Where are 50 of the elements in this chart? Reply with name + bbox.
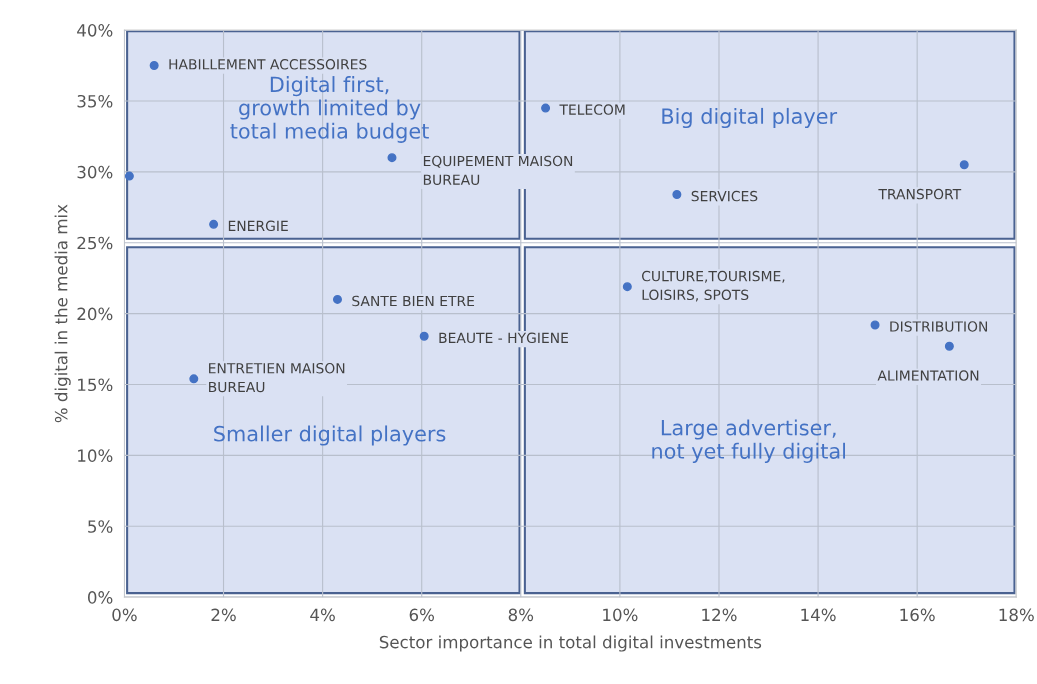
annotation: TELECOM [559,104,625,115]
point [622,282,632,292]
y-tick-label: 25% [77,236,113,250]
point [209,219,219,229]
annotation: DISTRIBUTION [890,321,988,332]
x-tick-label: 4% [310,608,335,622]
point [332,294,342,304]
annotation: SANTE BIEN ETRE [352,295,475,307]
x-tick-label: 10% [603,608,638,622]
annotation: SERVICES [691,190,758,202]
annotation: EQUIPEMENT MAISON BUREAU [423,155,573,185]
x-tick-label: 18% [999,608,1034,622]
point [419,331,429,341]
point [541,103,551,113]
y-tick-label: 40% [77,24,113,37]
point [149,61,159,71]
y-tick-label: 0% [87,591,113,604]
annotation: HABILLEMENT ACCESSOIRES [169,59,367,70]
point [944,341,954,351]
x-axis-title: Sector importance in total digital investments [379,635,762,652]
annotation: Large advertiser, not yet fully digital [652,419,846,463]
point [124,171,134,181]
annotation: CULTURE,TOURISME, LOISIRS, SPOTS [642,270,785,302]
y-tick-label: 35% [77,94,113,108]
y-tick-label: 5% [88,520,113,533]
y-tick-label: 10% [78,449,113,462]
point [189,374,199,384]
x-tick-label: 0% [112,608,137,622]
x-tick-label: 16% [900,608,935,622]
annotation: ENERGIE [228,220,288,232]
annotation: ALIMENTATION [877,370,979,381]
x-tick-label: 14% [801,608,836,622]
point [959,160,969,170]
x-tick-label: 12% [702,608,737,622]
annotation: ENTRETIEN MAISON BUREAU [209,362,345,393]
y-axis-title: % digital in the media mix [54,204,71,423]
y-tick-label: 15% [78,378,113,392]
point [387,153,397,163]
annotation: BEAUTE - HYGIENE [439,332,568,344]
annotation: Big digital player [662,107,838,129]
x-tick-label: 8% [508,608,534,622]
annotation: Smaller digital players [214,425,446,446]
y-tick-label: 30% [77,165,113,179]
y-tick-label: 20% [77,307,113,321]
point [672,190,682,200]
annotation: Digital first, growth limited by total media budget [230,76,429,143]
x-tick-label: 2% [211,608,236,622]
point [870,320,880,330]
annotation: TRANSPORT [878,188,962,200]
x-tick-label: 6% [409,608,435,622]
